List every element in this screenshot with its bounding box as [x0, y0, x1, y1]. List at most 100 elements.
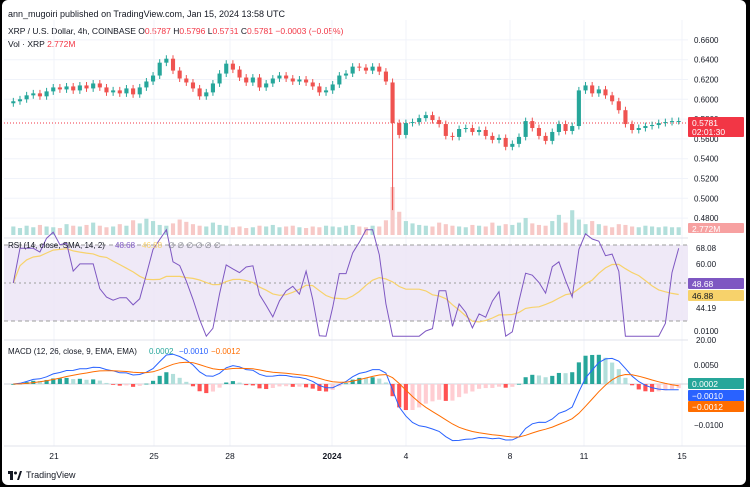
rsi-label[interactable]: RSI (14, close, SMA, 14, 2) [8, 241, 105, 250]
volume-bar [131, 220, 136, 235]
volume-bar [317, 227, 322, 235]
candle-body [403, 123, 408, 135]
candle-body [44, 91, 49, 97]
volume-bar [57, 228, 62, 235]
macd-histogram-bar [71, 379, 76, 384]
time-tick[interactable]: 28 [225, 451, 235, 461]
volume-bar [350, 224, 355, 235]
macd-tick[interactable]: 0.0100 [694, 327, 719, 336]
open-value: 0.5787 [144, 26, 171, 36]
candle-body [430, 115, 435, 121]
macd-tick[interactable]: −0.0100 [694, 421, 724, 430]
candle-body [616, 101, 621, 111]
rsi-tick[interactable]: 20.00 [696, 336, 717, 345]
candle-body [450, 135, 455, 137]
macd-histogram-bar [596, 354, 601, 384]
price-tick[interactable]: 0.6400 [694, 56, 719, 65]
macd-histogram-bar [630, 384, 635, 386]
volume-bar [237, 226, 242, 235]
volume-bar [496, 225, 502, 235]
candle-body [184, 78, 189, 83]
macd-histogram-bar [177, 377, 182, 384]
volume-legend[interactable]: Vol · XRP 2.772M [8, 39, 75, 49]
macd-histogram-bar [643, 384, 648, 392]
rsi-sma-badge-text: 46.88 [692, 291, 714, 301]
price-tick[interactable]: 0.5200 [694, 175, 719, 184]
volume-bar [24, 225, 29, 235]
time-tick[interactable]: 2024 [323, 451, 342, 461]
volume-bar [44, 226, 49, 235]
price-tick[interactable]: 0.6200 [694, 76, 719, 85]
symbol-legend[interactable]: XRP / U.S. Dollar, 4h, COINBASE O0.5787 … [8, 26, 343, 36]
candle-body [596, 89, 601, 94]
time-tick[interactable]: 4 [404, 451, 409, 461]
candle-body [57, 87, 62, 90]
candle-body [536, 128, 542, 136]
time-tick[interactable]: 11 [580, 451, 589, 461]
rsi-tick[interactable]: 44.19 [696, 304, 717, 313]
volume-label[interactable]: Vol · XRP [8, 39, 45, 49]
macd-label[interactable]: MACD (12, 26, close, 9, EMA, EMA) [8, 347, 137, 356]
volume-bar [150, 221, 156, 235]
last-price-badge [688, 117, 744, 137]
macd-histogram-bar [477, 384, 482, 389]
rsi-legend-value: 48.68 [115, 241, 136, 250]
macd-histogram-bar [516, 383, 522, 385]
price-tick[interactable]: 0.6000 [694, 95, 719, 104]
volume-bar [510, 224, 515, 235]
macd-histogram-bar [164, 372, 169, 384]
time-tick[interactable]: 25 [149, 451, 159, 461]
candle-body [124, 88, 129, 94]
volume-bar [290, 225, 295, 235]
rsi-sma-badge [688, 290, 744, 301]
macd-histogram-bar [636, 384, 641, 390]
macd-histogram-bar [237, 382, 242, 384]
symbol-name[interactable]: XRP / U.S. Dollar, 4h, COINBASE [8, 26, 136, 36]
tradingview-logo[interactable]: TradingView [8, 470, 76, 480]
volume-bar [457, 226, 462, 235]
volume-bar [649, 226, 655, 235]
macd-histogram-bar [150, 380, 156, 384]
tradingview-brand: TradingView [26, 470, 76, 480]
candle-body [550, 131, 555, 141]
volume-bar [250, 227, 255, 235]
time-tick[interactable]: 21 [49, 451, 59, 461]
candle-body [230, 63, 235, 70]
time-axis[interactable]: 21 25 28 2024 4 8 11 15 [49, 451, 687, 461]
macd-histogram-bar [104, 382, 109, 384]
volume-bar [71, 225, 76, 235]
candle-body [51, 87, 56, 92]
volume-bar [437, 222, 442, 235]
macd-histogram-bar [463, 384, 468, 394]
time-tick[interactable]: 15 [677, 451, 687, 461]
price-tick[interactable]: 0.4800 [694, 214, 719, 223]
time-tick[interactable]: 8 [508, 451, 513, 461]
candle-body [31, 93, 36, 96]
rsi-tick[interactable]: 68.08 [696, 244, 717, 253]
macd-histogram-bar [363, 377, 369, 384]
rsi-sma-line [12, 248, 679, 323]
volume-bar [91, 222, 96, 235]
macd-histogram-bar [250, 384, 255, 386]
candle-body [510, 143, 515, 147]
rsi-tick[interactable]: 60.00 [696, 260, 717, 269]
price-tick[interactable]: 0.6600 [694, 36, 719, 45]
volume-bar [450, 225, 455, 235]
volume-bar [77, 226, 82, 235]
macd-histogram-bar [204, 384, 209, 394]
macd-histogram-bar [523, 377, 528, 384]
price-tick[interactable]: 0.5000 [694, 194, 719, 203]
macd-histogram-bar [623, 377, 628, 384]
price-tick[interactable]: 0.5400 [694, 155, 719, 164]
macd-legend-macd: −0.0010 [179, 347, 209, 356]
macd-tick[interactable]: 0.0050 [694, 361, 719, 370]
volume-bar [596, 224, 601, 235]
candle-body [270, 78, 275, 84]
macd-hist-badge-text: 0.0002 [692, 379, 718, 389]
volume-bar [530, 223, 535, 235]
candle-body [323, 90, 329, 93]
macd-hist-badge [688, 378, 744, 389]
price-tick[interactable]: 0.5600 [694, 135, 719, 144]
candle-body [543, 135, 548, 141]
